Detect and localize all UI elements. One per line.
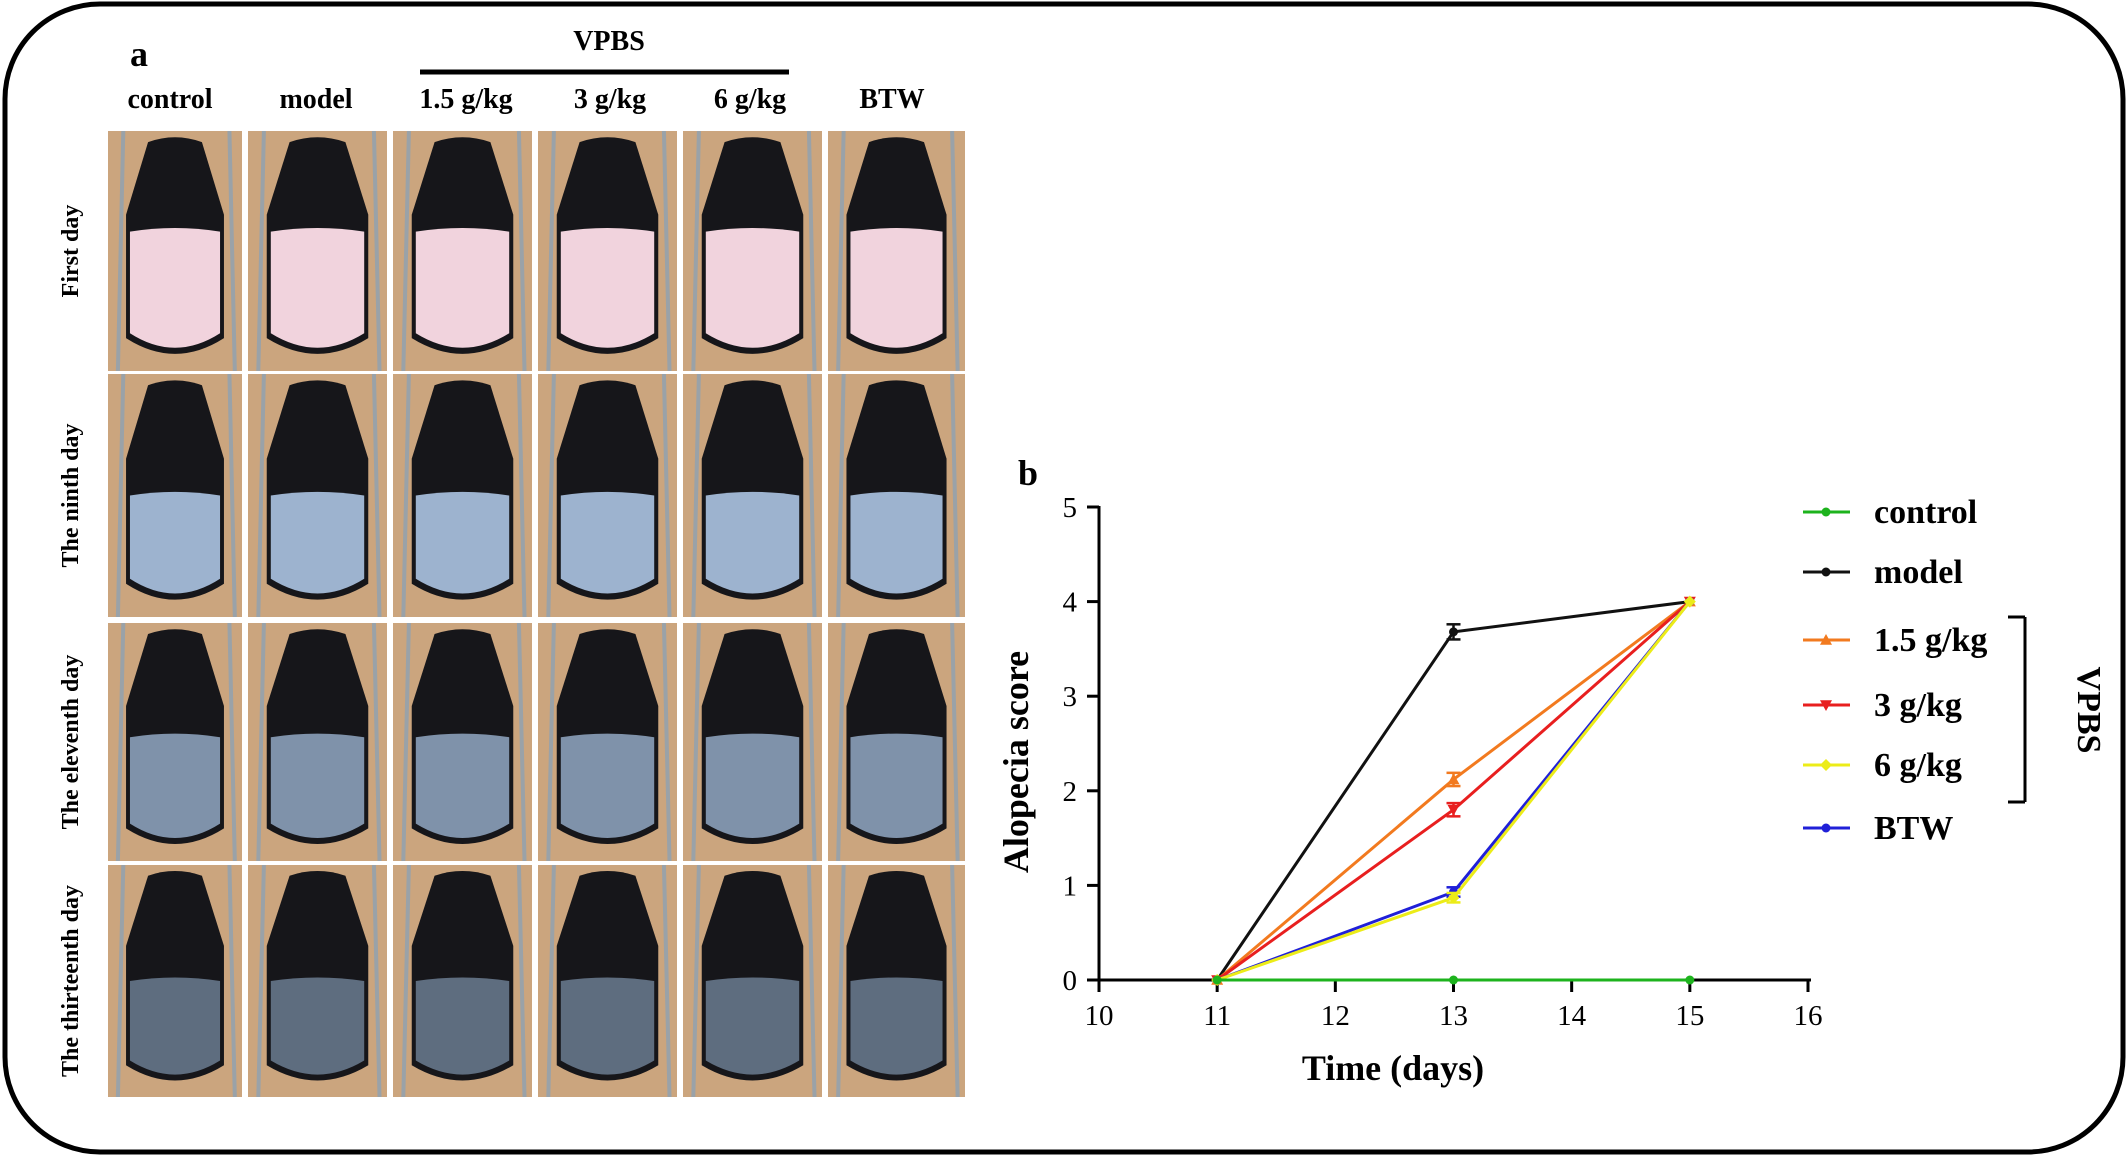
y-tick-label: 1 (1063, 870, 1078, 902)
y-tick-label: 3 (1063, 681, 1078, 713)
column-header: model (279, 84, 352, 115)
mouse-photo (391, 621, 534, 863)
mouse-photo (391, 372, 534, 619)
x-tick-label: 13 (1439, 1000, 1468, 1032)
row-label: The eleventh day (58, 655, 84, 830)
legend-swatch-marker (1820, 634, 1832, 645)
legend-vpbs-label: VPBS (2070, 667, 2107, 754)
legend-swatch-marker (1820, 700, 1832, 711)
legend-swatch-marker (1821, 507, 1831, 517)
mouse-photo (106, 863, 244, 1099)
x-tick-label: 16 (1794, 1000, 1823, 1032)
mouse-photo (391, 863, 534, 1099)
series-control (1212, 975, 1695, 985)
mouse-photo (681, 372, 824, 619)
panel-a-label: a (130, 34, 148, 74)
legend-entry: 6 g/kg (1803, 747, 1962, 784)
column-header: control (127, 84, 212, 115)
panel-b-line-chart: b Alopecia score Time (days) 10 11 12 13 14 1… (996, 453, 2107, 1088)
mouse-photo (391, 129, 534, 373)
legend-label: 3 g/kg (1874, 687, 1962, 724)
x-tick-label: 14 (1557, 1000, 1587, 1032)
column-header: BTW (859, 84, 924, 115)
y-tick-label: 4 (1063, 587, 1078, 619)
legend-swatch-marker (1820, 759, 1832, 771)
legend-swatch-marker (1821, 567, 1831, 577)
y-axis-label: Alopecia score (996, 651, 1036, 873)
mouse-photo (536, 129, 679, 373)
mouse-photo (826, 863, 967, 1099)
legend-entry: BTW (1803, 810, 1953, 847)
mouse-photo (536, 621, 679, 863)
row-label: The ninth day (58, 423, 84, 567)
mouse-photo (681, 129, 824, 373)
mouse-photo (246, 621, 389, 863)
legend-entry: model (1803, 554, 1963, 591)
data-point (1683, 595, 1696, 608)
legend-label: model (1874, 554, 1963, 591)
row-label: First day (58, 205, 84, 298)
legend-swatch-marker (1821, 823, 1831, 833)
mouse-photo (246, 129, 389, 373)
row-label: The thirteenth day (58, 885, 84, 1077)
mouse-photo (826, 129, 967, 373)
x-tick-label: 12 (1321, 1000, 1350, 1032)
panel-a-photo-grid: a VPBS control model 1.5 g/kg 3 g/kg 6 g/kg B… (58, 26, 967, 1099)
vpbs-group-label: VPBS (573, 26, 645, 57)
legend-entry: control (1803, 494, 1977, 531)
legend-entry: 3 g/kg (1803, 687, 1962, 724)
data-point (1447, 804, 1460, 816)
data-point (1685, 975, 1695, 985)
mouse-photo (681, 863, 824, 1099)
column-header: 1.5 g/kg (419, 84, 512, 115)
panel-b-label: b (1018, 453, 1038, 493)
legend-label: 1.5 g/kg (1874, 622, 1987, 659)
mouse-photo (106, 129, 244, 373)
data-point (1212, 975, 1222, 985)
series-model (1212, 597, 1695, 985)
mouse-photo (246, 372, 389, 619)
legend-label: control (1874, 494, 1977, 531)
x-tick-label: 11 (1203, 1000, 1231, 1032)
x-tick-label: 10 (1085, 1000, 1114, 1032)
data-point (1447, 773, 1460, 785)
column-header: 3 g/kg (574, 84, 646, 115)
mouse-photo (106, 621, 244, 863)
mouse-photo (246, 863, 389, 1099)
data-point (1447, 891, 1460, 904)
mouse-photo (681, 621, 824, 863)
y-tick-label: 0 (1063, 965, 1078, 997)
mouse-photo (826, 372, 967, 619)
data-point (1449, 627, 1458, 637)
legend-label: 6 g/kg (1874, 747, 1962, 784)
legend-entry: 1.5 g/kg (1803, 622, 1987, 659)
column-header: 6 g/kg (714, 84, 786, 115)
x-axis-label: Time (days) (1302, 1048, 1484, 1088)
y-tick-label: 2 (1063, 776, 1078, 808)
data-point (1449, 975, 1458, 985)
mouse-photo (826, 621, 967, 863)
legend-label: BTW (1874, 810, 1953, 847)
mouse-photo (536, 863, 679, 1099)
mouse-photo (106, 372, 244, 619)
x-tick-label: 15 (1675, 1000, 1704, 1032)
mouse-photo (536, 372, 679, 619)
y-tick-label: 5 (1063, 492, 1078, 524)
